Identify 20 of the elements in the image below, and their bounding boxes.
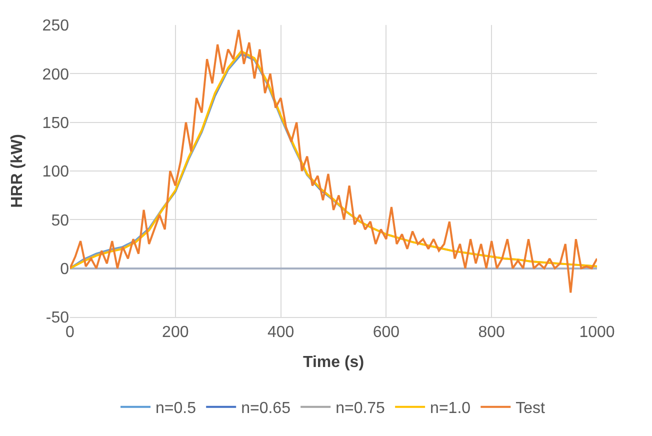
y-axis-title: HRR (kW) (9, 134, 26, 208)
x-tick-label: 200 (162, 324, 189, 342)
x-tick-label: 1000 (579, 324, 615, 342)
legend-label: n=0.75 (336, 400, 386, 418)
x-axis-title: Time (s) (302, 354, 364, 371)
y-tick-label: 0 (60, 260, 70, 278)
y-tick-label: 200 (42, 66, 70, 84)
legend-label: n=1.0 (430, 400, 471, 418)
y-tick-label: 50 (51, 212, 70, 230)
y-tick-label: 250 (42, 18, 70, 35)
legend-label: n=0.65 (241, 400, 291, 418)
legend-label: Test (516, 400, 546, 418)
x-tick-label: 400 (267, 324, 294, 342)
x-tick-label: 600 (372, 324, 400, 342)
x-tick-label: 800 (478, 324, 506, 342)
y-tick-label: 100 (42, 164, 70, 181)
y-tick-label: -50 (46, 310, 70, 327)
legend-label: n=0.5 (156, 400, 196, 418)
y-tick-label: 150 (42, 114, 70, 132)
line-series (70, 28, 597, 294)
